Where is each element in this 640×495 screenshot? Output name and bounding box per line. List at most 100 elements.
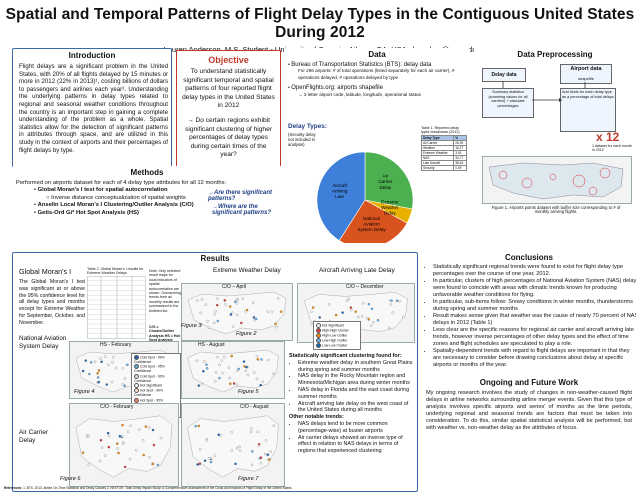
airport-point [249, 430, 253, 433]
legend-label: Low-Low Cluster [322, 343, 348, 348]
airport-point [235, 302, 239, 305]
legend-entry: Not Significant [316, 323, 358, 328]
airport-data-label: Airport data [570, 66, 602, 72]
airport-point [388, 326, 391, 330]
airport-point [367, 318, 371, 321]
list-item: NAS delay in the Rocky Mountain region a… [298, 373, 415, 387]
table-row: Security 0.09 [420, 164, 467, 171]
legend-label: Not Significant [140, 383, 162, 388]
legend-entry: Not Significant [134, 383, 178, 389]
airport-point [252, 316, 256, 319]
airport-point [118, 435, 122, 438]
legend-label: Cold Spot - 99% Confidence [134, 355, 165, 364]
airport-point [123, 384, 126, 387]
legend-label: Low-High Outlier [322, 338, 348, 343]
airport-point [311, 306, 315, 309]
airport-point [205, 363, 208, 366]
airport-point [205, 439, 209, 442]
delay-type-table-grid: Delay Type% All Carrier 26.39 Weather 16.27 E… [420, 134, 467, 171]
airport-point [235, 383, 239, 387]
airport-point [402, 315, 405, 319]
figure4-label: Figure 4 [74, 389, 95, 395]
pie-slice-label: Weather [381, 205, 399, 210]
airport-point [221, 371, 224, 375]
airport-point [275, 325, 278, 329]
airport-point [369, 324, 373, 327]
airport-point [230, 431, 233, 434]
airport-point [229, 382, 232, 385]
airport-point [220, 359, 224, 362]
legend-entry: Hot Spot - 90% Confidence [134, 388, 178, 397]
airport-point [232, 382, 236, 385]
airport-point [135, 448, 138, 452]
table-cell: 0.09 [453, 164, 467, 171]
data-bullet-bts: • Bureau of Transportation Statistics (B… [288, 62, 432, 68]
airport-point [111, 360, 114, 364]
nas-delay-label: National Aviation System Delay [19, 335, 67, 350]
conclusions-heading: Conclusions [504, 253, 553, 262]
data-heading: Data [368, 50, 386, 59]
map-nas-hs-august-label: HS - August [198, 342, 225, 348]
airport-point [159, 436, 163, 440]
figure2-label: Figure 2 [236, 331, 257, 337]
airport-point [241, 297, 245, 300]
airport-point [395, 299, 399, 303]
airport-point [370, 307, 374, 311]
objective-line1: To understand statistically significant … [182, 68, 275, 110]
airport-point [341, 311, 344, 314]
airport-point [242, 360, 246, 363]
airport-point [266, 310, 270, 313]
map-air-co-february: C/O - February Figure 6 [60, 403, 179, 487]
map-air-aug-svg [187, 415, 279, 478]
airport-point [126, 363, 129, 367]
airport-point [199, 448, 202, 451]
airport-point [212, 321, 216, 325]
pie-slice [316, 151, 366, 241]
airport-point [142, 453, 145, 457]
airport-point [105, 383, 109, 386]
airport-point [199, 323, 203, 326]
pie-slice-label: Aviation [363, 222, 380, 227]
us-outline [187, 291, 287, 335]
airport-point [230, 449, 233, 452]
airport-point [260, 358, 263, 361]
table-row: Extreme Weather 3.93 [420, 149, 467, 156]
list-item: Spatially-dependent trends with regard t… [433, 348, 636, 369]
airport-point [237, 367, 240, 371]
airport-point [112, 356, 115, 359]
figure5-label: Figure 5 [238, 389, 259, 395]
airport-point [328, 303, 331, 306]
table2-grid [87, 275, 146, 339]
airport-point [99, 357, 102, 360]
airport-point [250, 427, 253, 430]
airport-point [238, 445, 241, 448]
future-body: My ongoing research involves the study o… [426, 390, 632, 431]
map-extreme-svg [187, 291, 287, 335]
airport-point [376, 319, 380, 322]
airport-point [244, 310, 247, 313]
airport-point [129, 424, 132, 427]
list-item: Extreme weather delay in southern Great … [298, 360, 415, 374]
methods-heading: Methods [130, 168, 164, 177]
airport-point [202, 370, 205, 373]
table2-note: Note: Only selected result maps for loca… [149, 269, 181, 313]
preprocessing-arrows [502, 81, 586, 102]
list-item: In particular, sub-items follow: Snowy c… [433, 299, 636, 313]
legend-label: Hot Spot - 90% Confidence [134, 388, 163, 398]
airport-point [214, 310, 217, 313]
map-extreme-co-april: C/O – April Figure 2 [181, 283, 293, 341]
data-panel: Data • Bureau of Transportation Statisti… [284, 48, 470, 243]
airport-point [255, 377, 259, 381]
legend-entry: High-High Cluster [316, 328, 358, 333]
delay-data-box: Delay data [482, 68, 526, 82]
clustering-findings: Statistically significant clustering fou… [289, 353, 415, 455]
airport-point [218, 363, 221, 367]
airport-point [205, 367, 209, 370]
airport-point [121, 435, 124, 438]
airport-point [97, 380, 101, 384]
airport-point [147, 426, 151, 429]
airport-point [207, 326, 211, 329]
objective-box: Objective To understand statistically si… [176, 50, 281, 180]
pie-slice [364, 151, 414, 210]
airport-point [106, 431, 110, 435]
